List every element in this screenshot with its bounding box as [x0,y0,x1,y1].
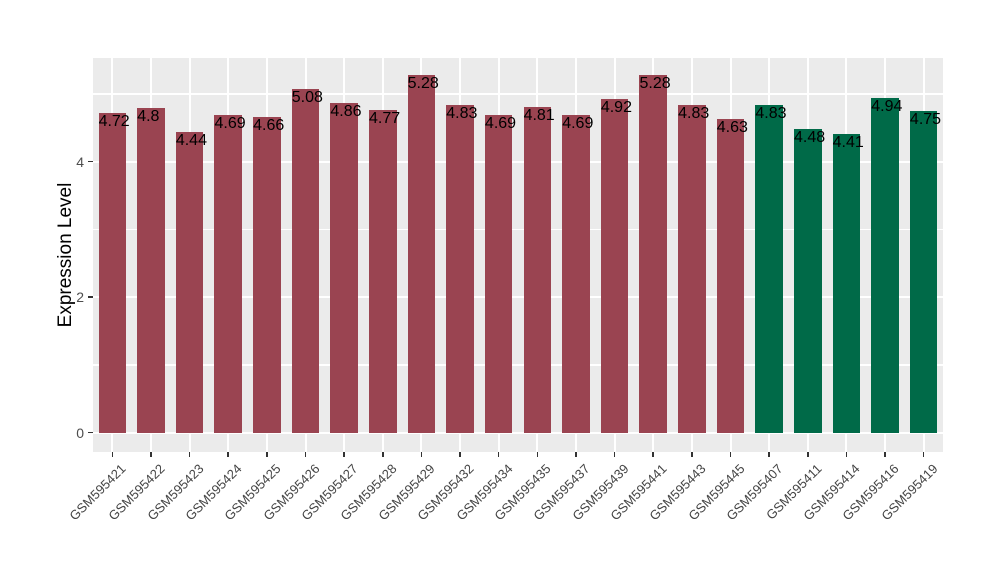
bar: 4.69 [562,114,593,433]
x-tick-mark [536,452,539,457]
x-tick-mark [266,452,268,457]
y-tick-label: 2 [76,289,84,306]
gridline-h-major [93,296,943,299]
bar: 4.77 [369,109,400,433]
gridline-h-major [93,431,943,434]
bar: 4.63 [716,119,748,433]
y-tick-label: 0 [76,424,84,441]
x-tick-mark [806,452,809,457]
gridline-h-minor [93,228,943,231]
y-axis-title: Expression Level [55,182,76,328]
x-tick-mark [188,452,191,457]
x-tick-mark [343,452,345,457]
bar: 4.83 [678,105,709,433]
bar: 4.72 [98,112,130,433]
x-tick-mark [111,452,114,457]
bar: 5.28 [407,74,439,433]
x-tick-mark [304,452,307,457]
bar: 4.69 [484,114,516,433]
x-tick-mark [459,452,461,457]
x-tick-mark [150,452,152,457]
x-tick-mark [652,452,655,457]
y-tick-label: 4 [76,153,84,170]
bar: 5.28 [639,74,671,433]
x-tick-mark [884,452,886,457]
x-tick-mark [227,452,230,457]
bar: 4.41 [832,133,864,433]
x-tick-mark [420,452,423,457]
bar: 4.83 [446,105,477,433]
x-tick-mark [768,452,770,457]
bar: 4.66 [253,116,284,433]
x-tick-mark [613,452,616,457]
bar: 4.83 [755,105,787,433]
bar: 4.81 [523,106,555,433]
bar: 4.44 [175,131,207,433]
bar: 4.86 [330,103,362,433]
plot-panel: 4.72 4.8 4.44 4.69 4.66 5.08 4.86 4.77 5.28 4.83 4… [93,58,943,452]
y-tick-mark [88,160,93,163]
bar: 4.48 [794,129,825,433]
gridline-h-major [93,160,943,163]
x-tick-mark [381,452,384,457]
bar: 4.94 [871,98,902,433]
gridline-h-minor [93,93,943,95]
x-tick-mark [691,452,693,457]
y-tick-mark [88,431,93,434]
bar: 4.8 [137,107,165,433]
x-tick-mark [497,452,500,457]
gridline-h-minor [93,364,943,366]
bar: 4.92 [600,99,632,433]
bar: 4.69 [214,114,246,433]
x-tick-mark [575,452,577,457]
bar: 5.08 [291,88,323,433]
x-tick-mark [922,452,925,457]
x-tick-mark [845,452,848,457]
bar: 4.75 [909,110,941,433]
x-tick-mark [729,452,732,457]
y-tick-mark [88,296,93,298]
